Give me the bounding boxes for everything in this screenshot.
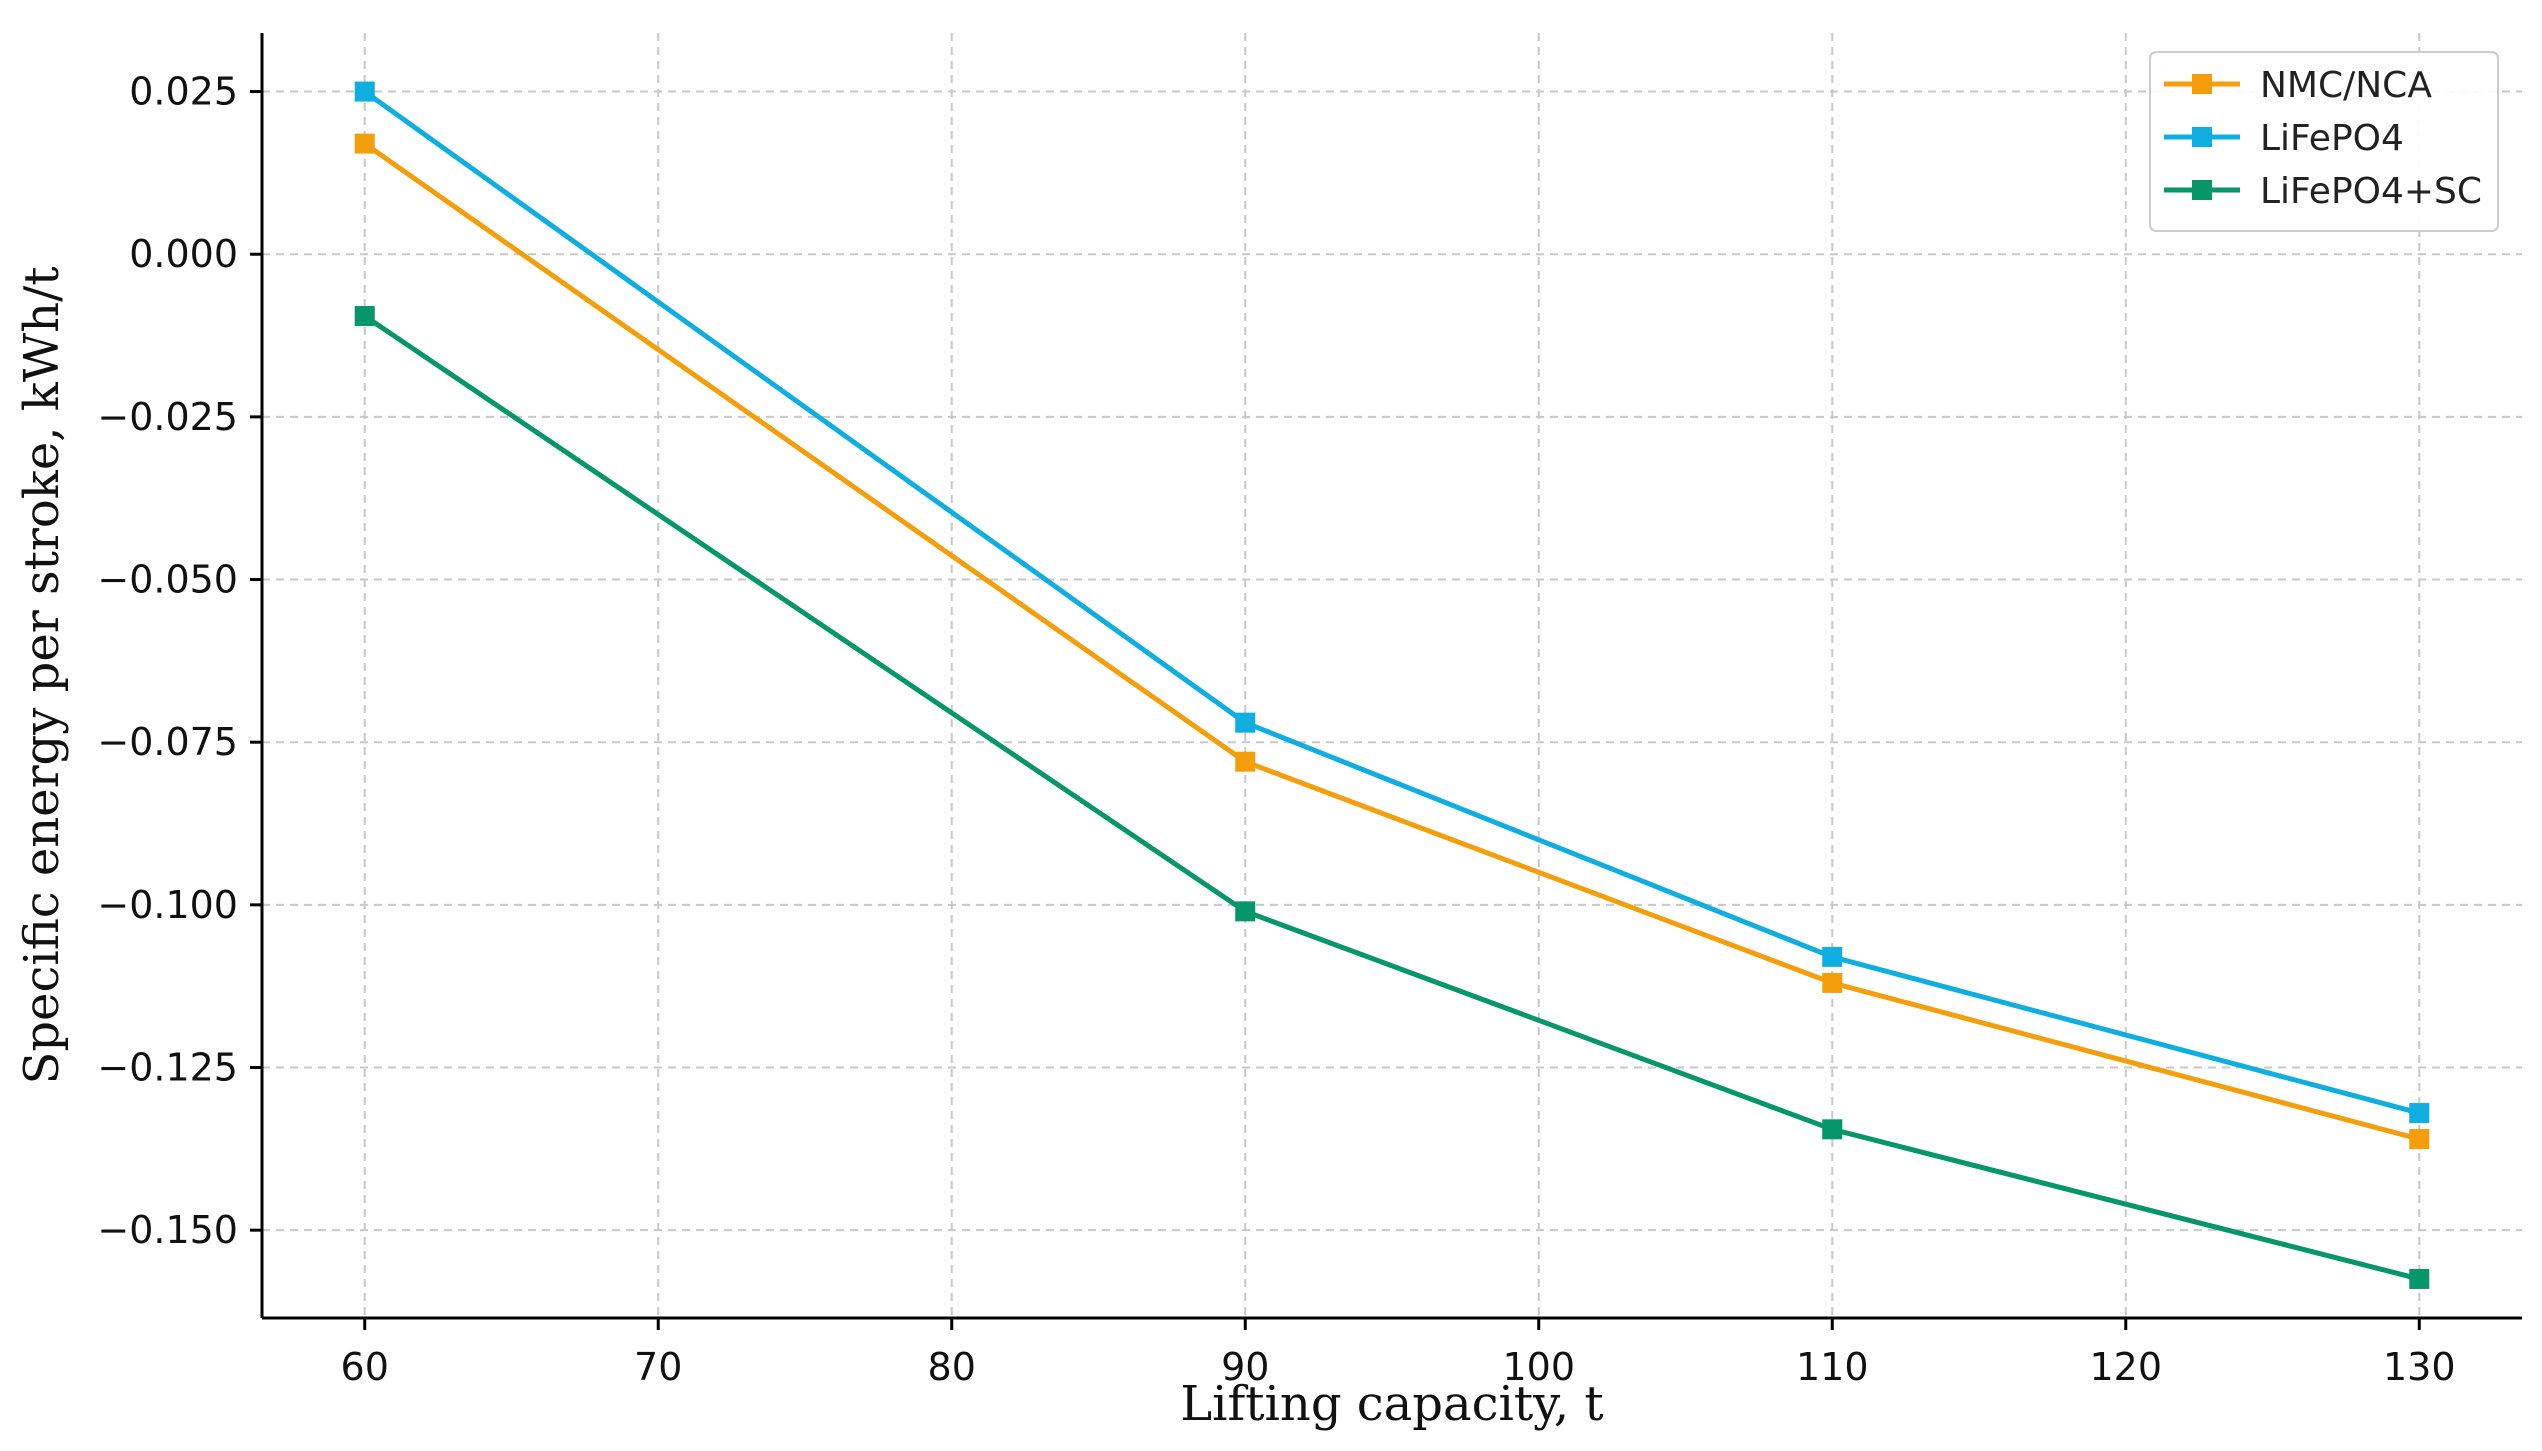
data-point [1822,946,1843,967]
x-tick-label: 110 [1796,1345,1869,1389]
data-point [354,81,375,102]
data-point [354,133,375,154]
x-tick-label: 120 [2090,1345,2163,1389]
data-point [1235,751,1256,772]
y-tick-label: −0.050 [97,558,238,602]
legend-frame [2149,51,2499,232]
series-line-nmc-nca [363,141,2420,1142]
x-tick-label: 70 [634,1345,682,1389]
x-tick-label: 60 [341,1345,389,1389]
axes-layer: 60 70 80 90 100 110 120 130 0.025 0.000 −0.025 −0.0… [97,33,2522,1389]
data-point [354,306,375,327]
legend: NMC/NCA LiFePO4 LiFePO4+SC [2149,51,2499,232]
y-axis-title: Specific energy per stroke, kWh/t [14,266,70,1084]
data-point [2409,1129,2430,1150]
legend-marker [2192,127,2212,147]
x-tick-label: 80 [928,1345,976,1389]
legend-marker [2192,180,2212,200]
data-point [1822,1119,1843,1140]
data-point [2409,1103,2430,1124]
y-tick-label: −0.150 [97,1208,238,1252]
series-line-lifepo4 [363,89,2420,1116]
legend-label: LiFePO4 [2260,118,2404,159]
y-tick-label: 0.025 [129,70,238,114]
y-tick-label: −0.125 [97,1046,238,1090]
y-tick-label: −0.100 [97,883,238,927]
legend-label: LiFePO4+SC [2260,171,2482,212]
y-tick-label: −0.075 [97,720,238,764]
series-layer [354,81,2430,1289]
x-tick-label: 130 [2383,1345,2456,1389]
x-tick-label: 90 [1221,1345,1269,1389]
legend-marker [2192,74,2212,94]
legend-label: NMC/NCA [2260,65,2432,106]
y-tick-label: −0.025 [97,395,238,439]
series-line-lifepo4-sc [363,313,2420,1282]
data-point [1235,712,1256,733]
data-point [1822,972,1843,993]
data-point [1235,901,1256,922]
data-point [2409,1268,2430,1289]
y-tick-label: 0.000 [129,232,238,276]
x-tick-label: 100 [1502,1345,1575,1389]
x-axis-title: Lifting capacity, t [1180,1376,1603,1432]
